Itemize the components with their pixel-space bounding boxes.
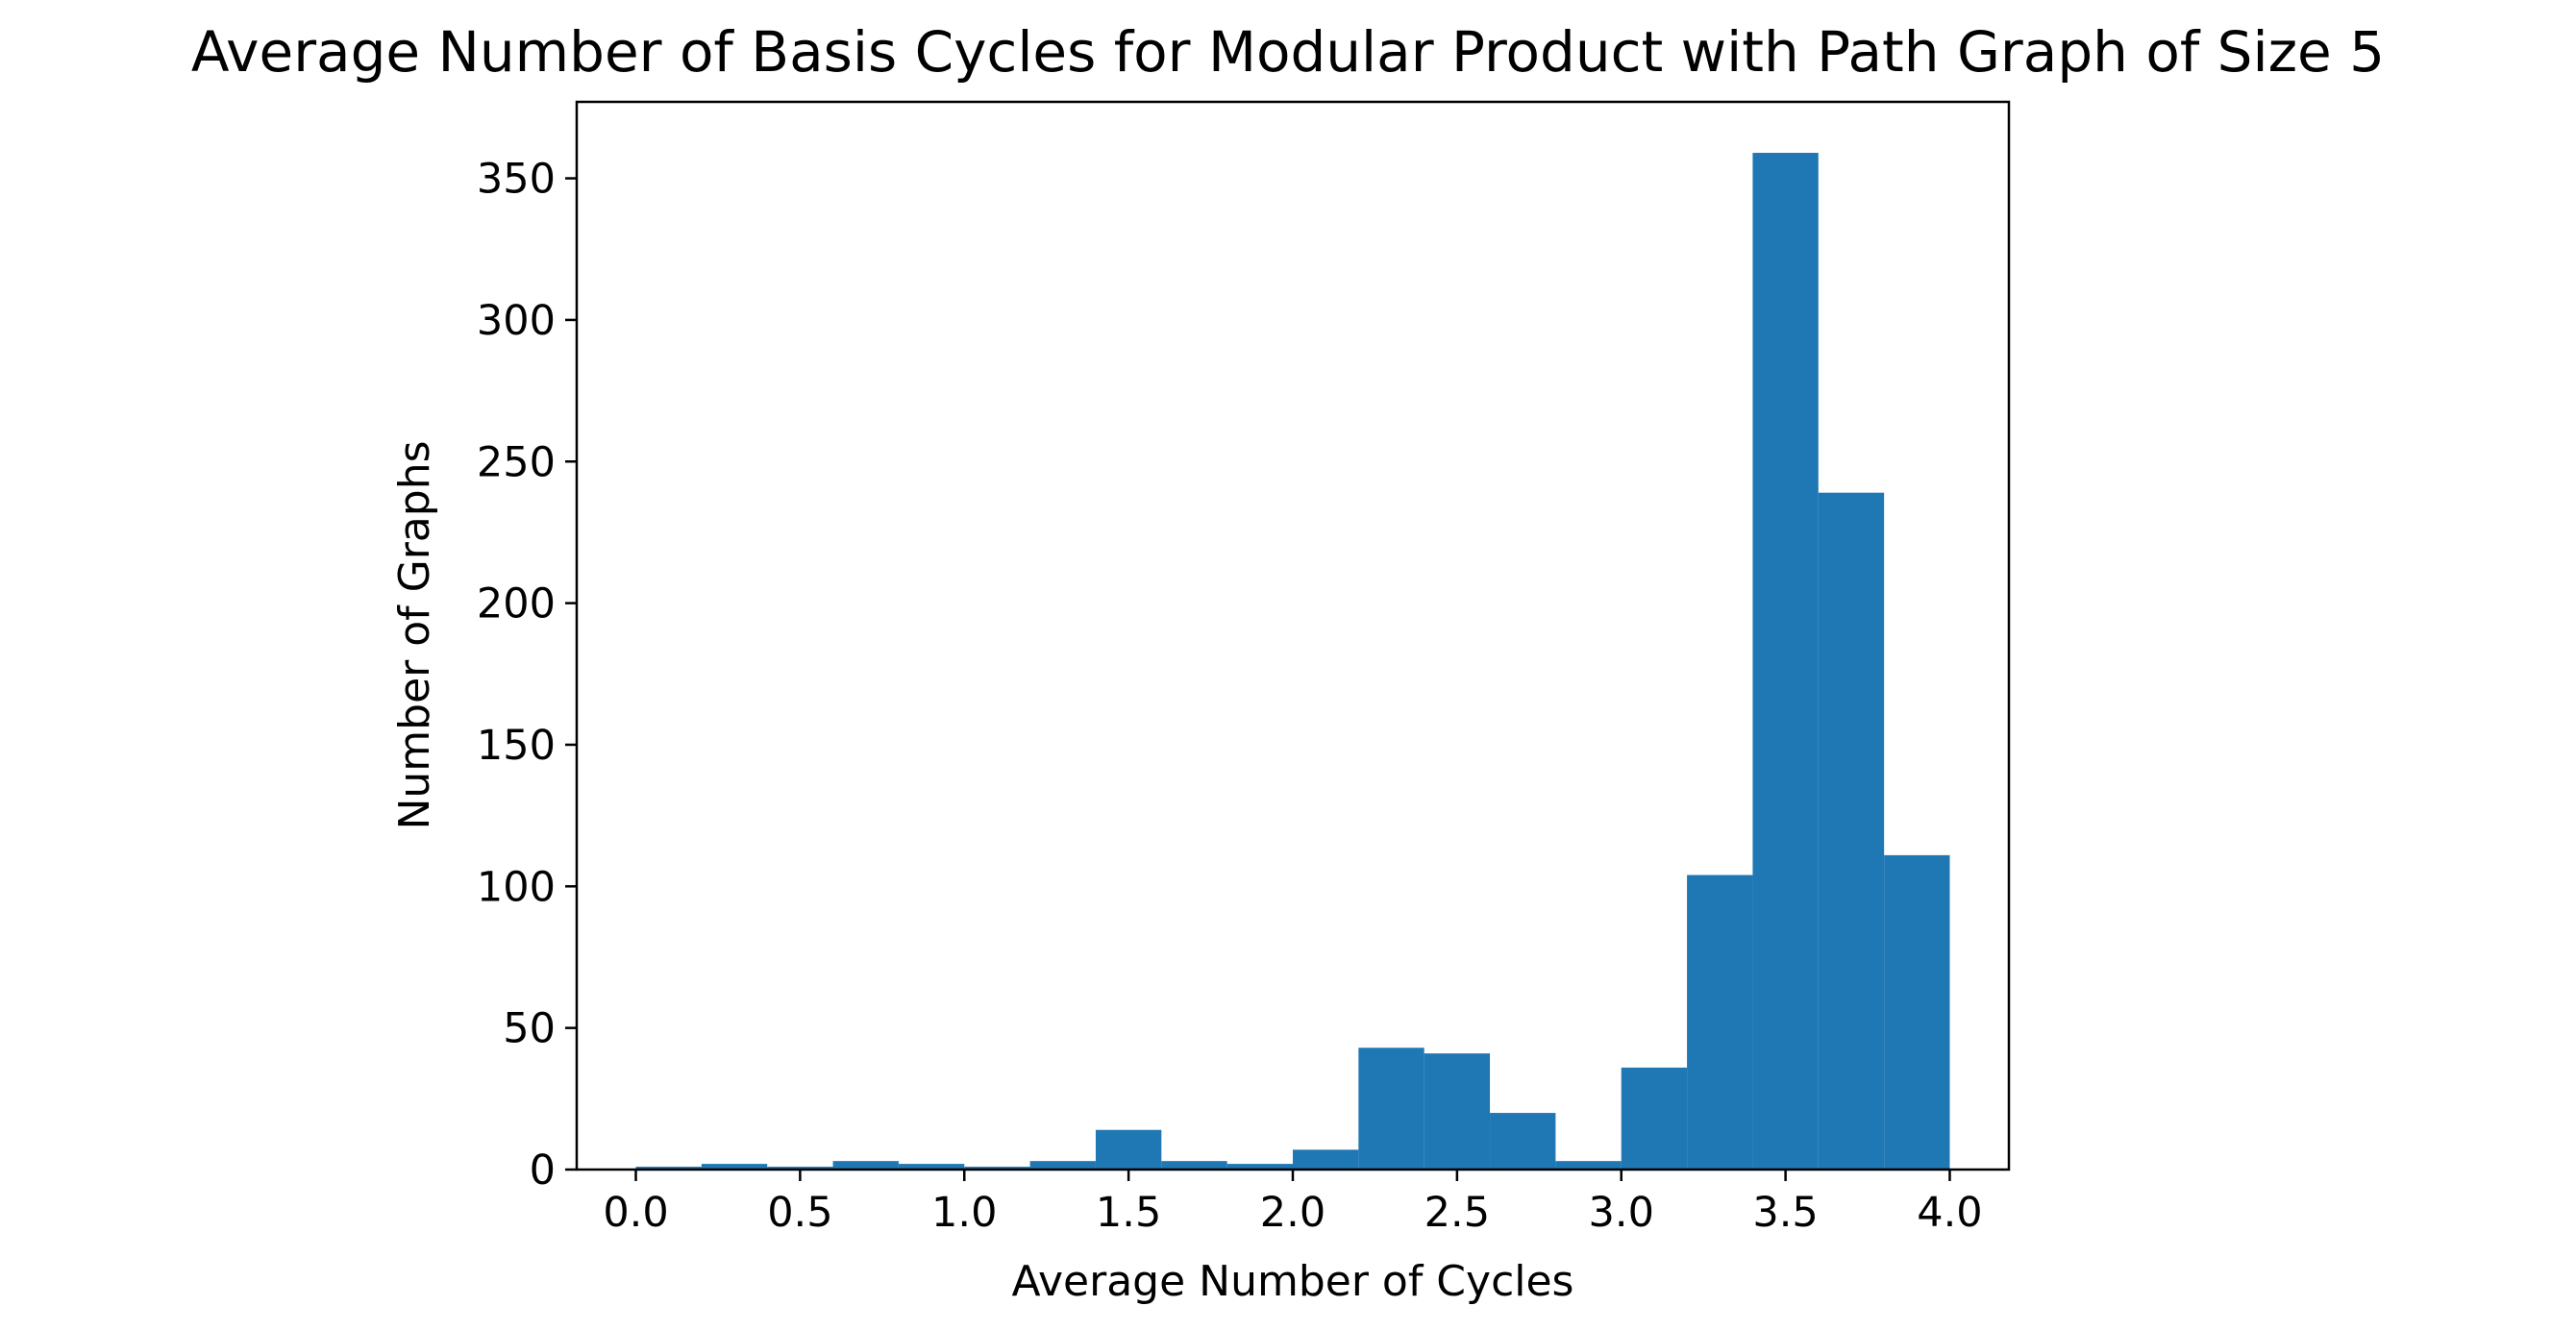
x-tick-label: 4.0: [1917, 1189, 1982, 1237]
x-tick-label: 2.0: [1260, 1189, 1325, 1237]
y-axis-ticks: 0 50 100 150 200 250 300 350: [477, 156, 577, 1195]
histogram-bar: [1687, 875, 1753, 1170]
histogram-bar: [1818, 492, 1885, 1170]
histogram-bar: [1752, 153, 1819, 1171]
histogram-bar: [1555, 1161, 1622, 1170]
x-axis-label: Average Number of Cycles: [1012, 1257, 1574, 1306]
x-tick-label: 0.0: [603, 1189, 668, 1237]
x-tick-label: 3.5: [1752, 1189, 1818, 1237]
y-axis-label: Number of Graphs: [390, 440, 439, 829]
y-tick-label: 250: [477, 438, 556, 486]
histogram-bar: [898, 1164, 965, 1170]
y-tick-label: 50: [503, 1005, 556, 1053]
histogram-bar: [1424, 1053, 1491, 1170]
histogram-bar: [832, 1161, 899, 1170]
histogram-bar: [1884, 854, 1950, 1170]
histogram-bar: [1490, 1113, 1556, 1170]
histogram-bar: [1095, 1129, 1162, 1170]
y-tick-label: 350: [477, 156, 556, 204]
x-tick-label: 3.0: [1589, 1189, 1654, 1237]
histogram-bar: [1621, 1067, 1688, 1170]
histogram-bar: [1358, 1048, 1424, 1170]
bars-group: [635, 153, 1950, 1171]
histogram-bar: [1029, 1161, 1096, 1170]
histogram-bar: [1161, 1161, 1227, 1170]
y-tick-label: 100: [477, 863, 556, 911]
histogram-bar: [767, 1167, 833, 1170]
histogram-bar: [635, 1167, 702, 1170]
x-tick-label: 1.5: [1096, 1189, 1161, 1237]
histogram-bar: [701, 1164, 768, 1170]
histogram-bar: [1226, 1164, 1293, 1170]
y-tick-label: 300: [477, 297, 556, 345]
x-tick-label: 0.5: [767, 1189, 832, 1237]
x-axis-ticks: 0.0 0.5 1.0 1.5 2.0 2.5 3.0 3.5 4.0: [603, 1170, 1983, 1237]
y-tick-label: 200: [477, 580, 556, 629]
x-tick-label: 2.5: [1424, 1189, 1490, 1237]
y-tick-label: 0: [530, 1146, 556, 1195]
histogram-bar: [964, 1167, 1030, 1170]
y-tick-label: 150: [477, 722, 556, 770]
x-tick-label: 1.0: [931, 1189, 997, 1237]
histogram-bar: [1293, 1149, 1359, 1170]
chart-title: Average Number of Basis Cycles for Modul…: [191, 19, 2385, 85]
